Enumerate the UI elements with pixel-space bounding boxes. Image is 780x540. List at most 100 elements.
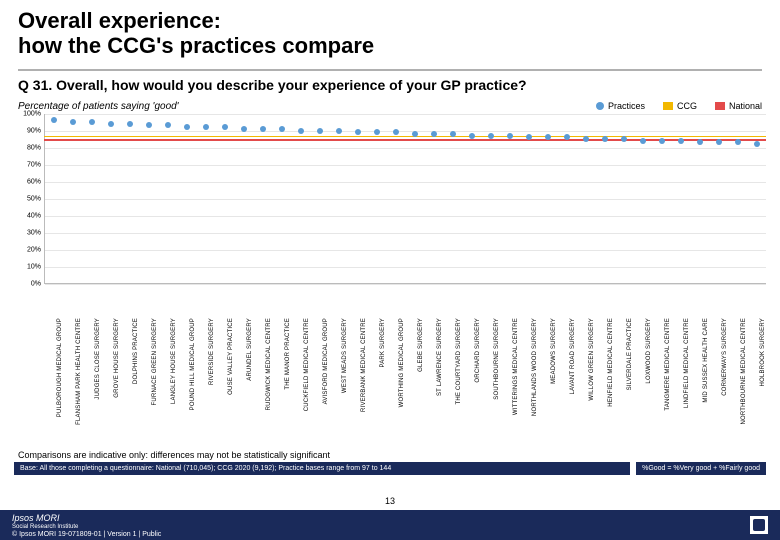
practice-dot (450, 131, 456, 137)
practice-dot (469, 133, 475, 139)
practice-label: THE MANOR PRACTICE (285, 318, 291, 390)
practices-swatch (596, 102, 604, 110)
legend-practices-label: Practices (608, 101, 645, 111)
base-text: Base: All those completing a questionnai… (14, 462, 630, 475)
practice-label: ST LAWRENCE SURGERY (437, 318, 443, 396)
practice-dot (165, 122, 171, 128)
practice-label: ARUNDEL SURGERY (247, 318, 253, 381)
y-axis-label: 60% (27, 178, 41, 185)
practice-dot (678, 138, 684, 144)
footer-copyright: © Ipsos MORI 19-071809-01 | Version 1 | … (12, 531, 161, 538)
legend-item-ccg: CCG (663, 101, 697, 111)
practice-dot (545, 134, 551, 140)
practice-label: MID SUSSEX HEALTH CARE (703, 318, 709, 403)
y-axis-label: 50% (27, 195, 41, 202)
good-formula: %Good = %Very good + %Fairly good (636, 462, 766, 475)
practice-label: TANGMERE MEDICAL CENTRE (665, 318, 671, 411)
footer: Ipsos MORI Social Research Institute © I… (0, 510, 780, 540)
practice-dot (507, 133, 513, 139)
practice-label: AVISFORD MEDICAL GROUP (323, 318, 329, 404)
legend-ccg-label: CCG (677, 101, 697, 111)
y-axis-label: 80% (27, 144, 41, 151)
practice-dot (431, 131, 437, 137)
practice-label: JUDGES CLOSE SURGERY (95, 318, 101, 400)
base-row: Base: All those completing a questionnai… (14, 462, 766, 475)
footer-left: Ipsos MORI Social Research Institute © I… (12, 513, 161, 538)
practice-label: LAVANT ROAD SURGERY (570, 318, 576, 394)
practice-label: PULBOROUGH MEDICAL GROUP (57, 318, 63, 417)
page-title-line1: Overall experience: (18, 8, 762, 33)
practice-dot (488, 133, 494, 139)
y-axis-label: 90% (27, 127, 41, 134)
practice-label: THE COURTYARD SURGERY (456, 318, 462, 405)
practice-dot (621, 136, 627, 142)
comparison-note: Comparisons are indicative only: differe… (18, 450, 762, 460)
practice-label: WILLOW GREEN SURGERY (589, 318, 595, 401)
national-swatch (715, 102, 725, 110)
subtitle-legend-row: Percentage of patients saying 'good' Pra… (0, 97, 780, 114)
reference-line (44, 136, 766, 138)
practice-dot (298, 128, 304, 134)
practice-label: HENFIELD MEDICAL CENTRE (608, 318, 614, 407)
practice-label: PARK SURGERY (380, 318, 386, 368)
legend-national-label: National (729, 101, 762, 111)
footer-brand-sub: Social Research Institute (12, 524, 161, 530)
practice-dot (735, 139, 741, 145)
y-axis-label: 100% (23, 110, 41, 117)
practice-label: DOLPHINS PRACTICE (133, 318, 139, 384)
practice-label: MEADOWS SURGERY (551, 318, 557, 384)
practice-dot (564, 134, 570, 140)
practice-dot (127, 121, 133, 127)
chart: 0%10%20%30%40%50%60%70%80%90%100% (44, 114, 766, 318)
dot-layer (44, 114, 766, 284)
practice-dot (279, 126, 285, 132)
practice-label: ORCHARD SURGERY (475, 318, 481, 383)
legend-item-practices: Practices (596, 101, 645, 111)
practice-dot (108, 121, 114, 127)
practice-dot (526, 134, 532, 140)
practice-dot (583, 136, 589, 142)
practice-dot (260, 126, 266, 132)
practice-dot (697, 139, 703, 145)
practice-dot (412, 131, 418, 137)
practice-label: CORNERWAYS SURGERY (722, 318, 728, 396)
practice-label: POUND HILL MEDICAL GROUP (190, 318, 196, 410)
practice-dot (640, 138, 646, 144)
practice-label: RUDGWICK MEDICAL CENTRE (266, 318, 272, 410)
footer-brand: Ipsos MORI (12, 513, 161, 523)
practice-label: CUCKFIELD MEDICAL CENTRE (304, 318, 310, 411)
ccg-swatch (663, 102, 673, 110)
practice-label: LOXWOOD SURGERY (646, 318, 652, 384)
practice-label: FLANSHAM PARK HEALTH CENTRE (76, 318, 82, 425)
practice-label: NORTHBOURNE MEDICAL CENTRE (741, 318, 747, 425)
page-number: 13 (385, 496, 395, 506)
practice-dot (222, 124, 228, 130)
practice-label: WORTHING MEDICAL GROUP (399, 318, 405, 407)
page-title-line2: how the CCG's practices compare (18, 33, 762, 58)
chart-subtitle: Percentage of patients saying 'good' (18, 101, 179, 112)
practice-label: LINDFIELD MEDICAL CENTRE (684, 318, 690, 408)
grid-line (45, 284, 766, 285)
practice-dot (374, 129, 380, 135)
practice-dot (355, 129, 361, 135)
title-block: Overall experience: how the CCG's practi… (0, 0, 780, 65)
y-axis-label: 30% (27, 229, 41, 236)
practice-label: WEST MEADS SURGERY (342, 318, 348, 393)
practice-label: WITTERINGS MEDICAL CENTRE (513, 318, 519, 415)
legend: Practices CCG National (596, 101, 762, 111)
practice-dot (203, 124, 209, 130)
y-axis-label: 40% (27, 212, 41, 219)
footer-logo-icon (753, 519, 765, 531)
y-axis-label: 70% (27, 161, 41, 168)
practice-label: FURNACE GREEN SURGERY (152, 318, 158, 405)
practice-label: GLEBE SURGERY (418, 318, 424, 372)
y-axis-label: 10% (27, 263, 41, 270)
practice-dot (393, 129, 399, 135)
practice-dot (716, 139, 722, 145)
practice-label: SOUTHBOURNE SURGERY (494, 318, 500, 400)
practice-label: LANGLEY HOUSE SURGERY (171, 318, 177, 404)
practice-dot (51, 117, 57, 123)
practice-dot (70, 119, 76, 125)
practice-dot (89, 119, 95, 125)
practice-label: SILVERDALE PRACTICE (627, 318, 633, 390)
